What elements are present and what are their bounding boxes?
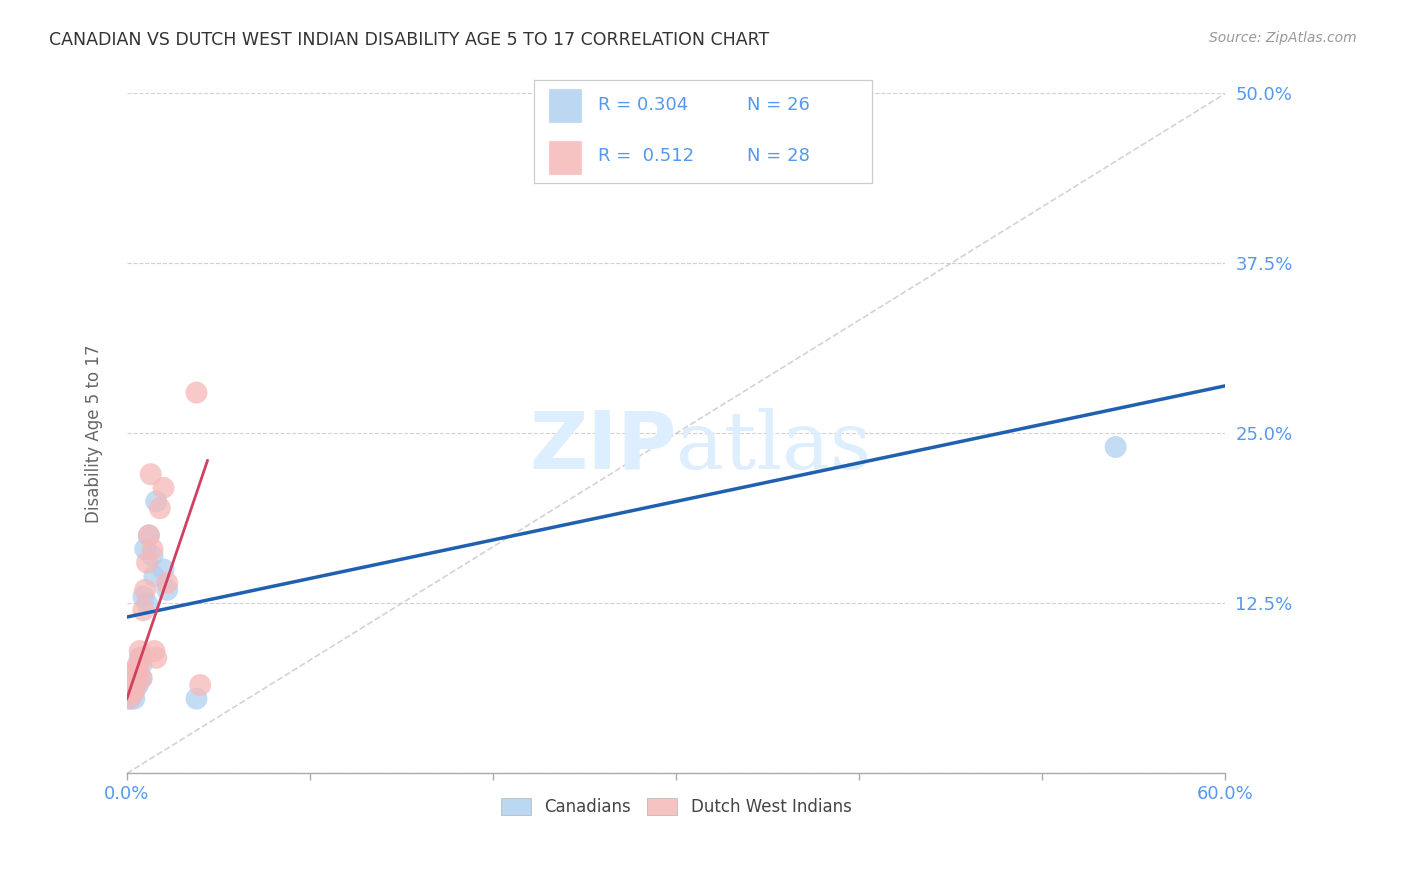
Point [120,685,142,699]
Text: atlas: atlas [676,408,872,486]
Bar [548,140,582,175]
Point [138,528,160,542]
Point [127,678,149,692]
Point [145,494,167,508]
Point [131,650,153,665]
Point [121,678,143,692]
Point [145,650,167,665]
Point [143,644,166,658]
Point [121,671,143,685]
Point [152,481,174,495]
Point [122,685,145,699]
Point [186,385,208,400]
Point [120,691,142,706]
Point [141,549,163,563]
Point [128,644,150,658]
Point [125,671,148,685]
Point [128,650,150,665]
Bar [548,88,582,123]
Point [186,691,208,706]
Point [127,657,149,672]
Point [132,590,155,604]
Point [131,671,153,685]
Point [121,671,143,685]
Point [122,665,145,679]
Text: N = 26: N = 26 [747,96,810,114]
Point [131,657,153,672]
Point [122,691,145,706]
Point [134,582,156,597]
Point [125,665,148,679]
Point [152,562,174,576]
Point [1104,440,1126,454]
Point [121,678,143,692]
Point [127,665,149,679]
Point [121,685,143,699]
Text: N = 28: N = 28 [747,147,810,165]
Point [127,665,149,679]
Point [122,665,145,679]
Point [136,596,159,610]
Point [143,569,166,583]
Point [118,678,141,692]
Point [125,678,148,692]
Point [120,671,142,685]
Point [188,678,211,692]
Point [156,576,179,591]
Point [132,603,155,617]
Point [134,541,156,556]
Text: ZIP: ZIP [529,408,676,486]
Y-axis label: Disability Age 5 to 17: Disability Age 5 to 17 [86,344,103,523]
Text: Source: ZipAtlas.com: Source: ZipAtlas.com [1209,31,1357,45]
Point [120,678,142,692]
Point [125,678,148,692]
Point [141,541,163,556]
Point [156,582,179,597]
Legend: Canadians, Dutch West Indians: Canadians, Dutch West Indians [494,791,858,823]
Point [118,691,141,706]
Point [139,467,162,482]
Point [149,501,172,516]
Point [118,685,141,699]
Point [136,556,159,570]
Text: R =  0.512: R = 0.512 [599,147,695,165]
Text: R = 0.304: R = 0.304 [599,96,689,114]
Text: CANADIAN VS DUTCH WEST INDIAN DISABILITY AGE 5 TO 17 CORRELATION CHART: CANADIAN VS DUTCH WEST INDIAN DISABILITY… [49,31,769,49]
Point [138,528,160,542]
Point [131,671,153,685]
